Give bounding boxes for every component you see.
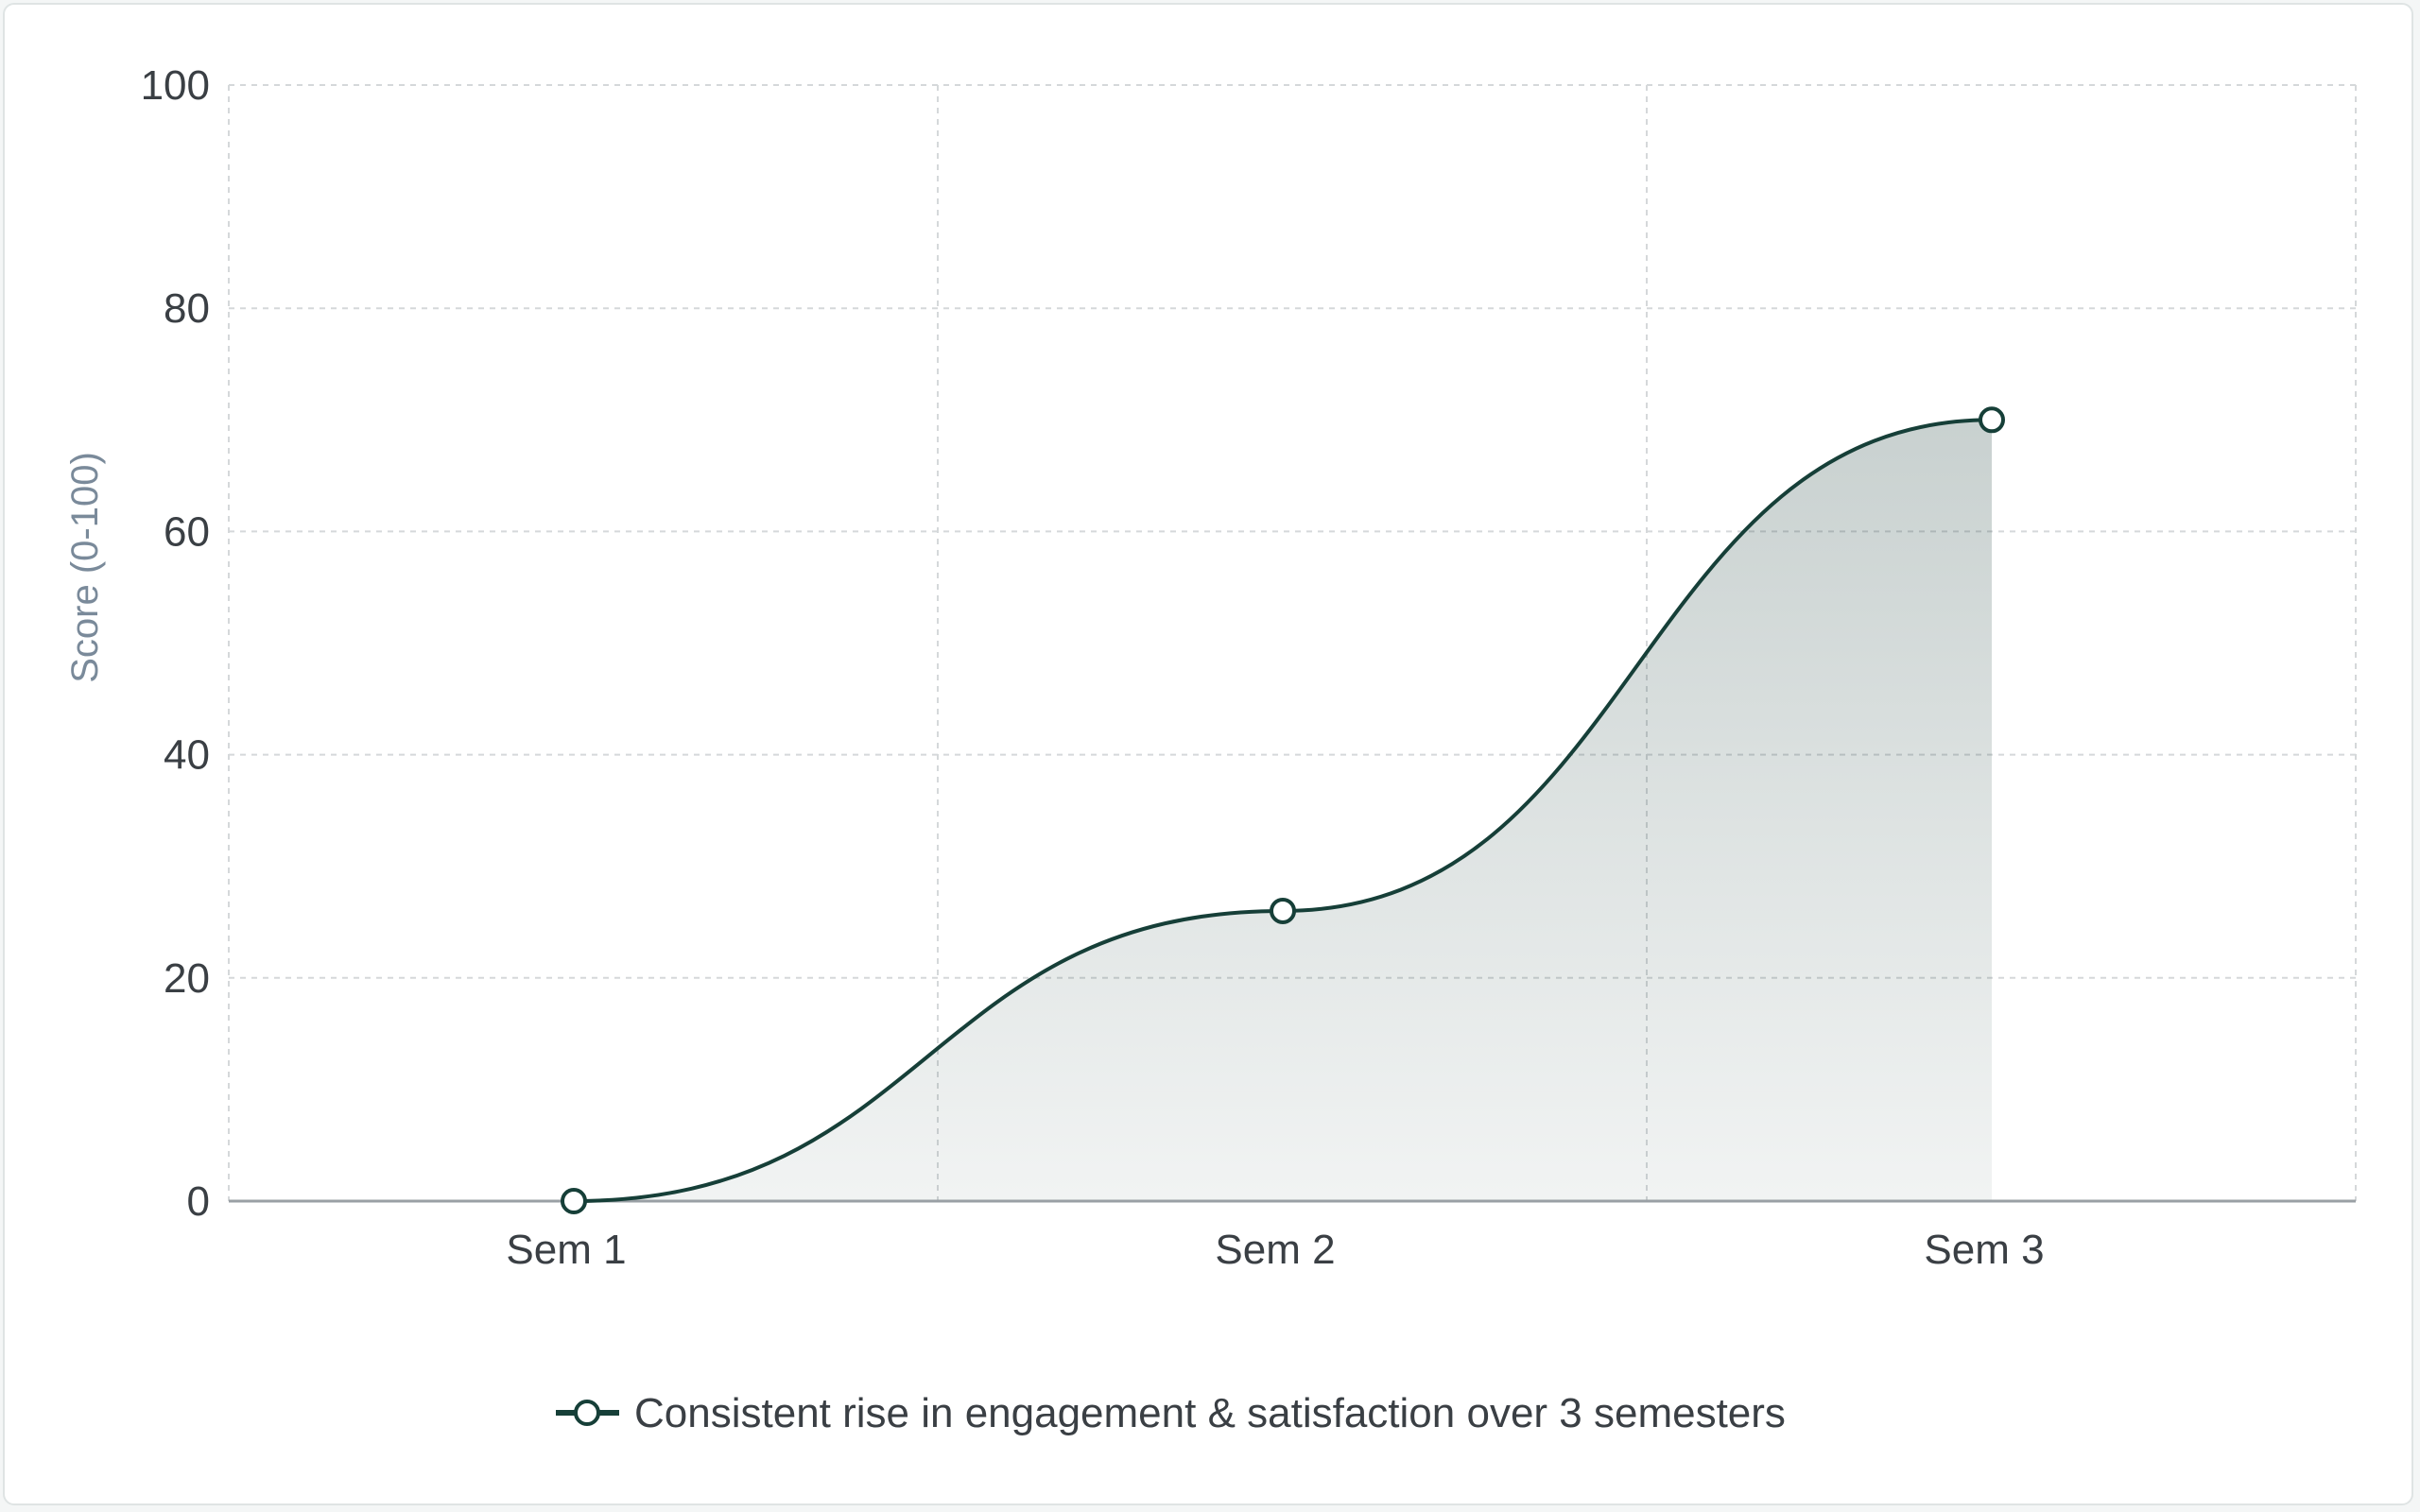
x-tick-labels: Sem 1 Sem 2 Sem 3 [506, 1227, 2044, 1273]
legend-label: Consistent rise in engagement & satisfac… [634, 1390, 1786, 1436]
y-tick-label: 20 [164, 955, 210, 1002]
series-line-layer [573, 418, 1993, 1203]
marker-layer [561, 406, 2005, 1214]
series-line [573, 418, 1993, 1203]
chart-card: 0 20 40 60 80 100 Sem 1 Sem 2 Sem 3 Score (0-10… [3, 3, 2413, 1505]
y-tick-labels: 0 20 40 60 80 100 [141, 62, 210, 1225]
area-chart: 0 20 40 60 80 100 Sem 1 Sem 2 Sem 3 Score (0-10… [64, 62, 2357, 1436]
grid-lines [228, 84, 2357, 1201]
area-fill-layer [574, 420, 1992, 1201]
series-area-fill [574, 420, 1992, 1201]
data-point-marker [1270, 897, 1296, 924]
x-tick-label: Sem 1 [506, 1227, 626, 1273]
y-tick-label: 80 [164, 285, 210, 332]
y-tick-label: 0 [187, 1178, 210, 1225]
x-tick-label: Sem 2 [1215, 1227, 1335, 1273]
y-tick-label: 60 [164, 508, 210, 555]
y-tick-label: 40 [164, 732, 210, 779]
x-tick-label: Sem 3 [1924, 1227, 2044, 1273]
legend-marker-swatch [574, 1400, 600, 1426]
y-tick-label: 100 [141, 62, 210, 109]
y-axis-label: Score (0-100) [64, 452, 106, 683]
data-point-marker [561, 1188, 587, 1214]
legend: Consistent rise in engagement & satisfac… [556, 1390, 1786, 1436]
data-point-marker [1979, 406, 2005, 434]
